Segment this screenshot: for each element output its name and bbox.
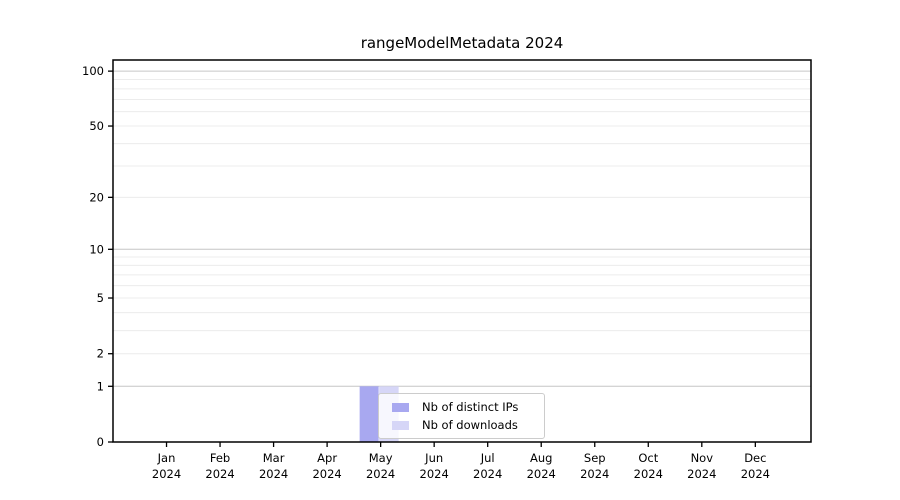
x-tick-label-year: 2024 (420, 467, 449, 481)
x-tick-label-month: Jun (424, 451, 443, 465)
y-tick-label: 10 (89, 242, 104, 256)
x-tick-label-year: 2024 (152, 467, 181, 481)
y-tick-label: 2 (97, 347, 104, 361)
x-tick-label-year: 2024 (366, 467, 395, 481)
x-tick-label-year: 2024 (312, 467, 341, 481)
chart-title: rangeModelMetadata 2024 (360, 34, 564, 52)
x-tick-label-year: 2024 (205, 467, 234, 481)
bar-nb-of-distinct-ips-may (359, 386, 379, 442)
x-tick-label-year: 2024 (473, 467, 502, 481)
legend: Nb of distinct IPs Nb of downloads (378, 393, 545, 439)
y-tick-label: 5 (97, 291, 104, 305)
y-tick-label: 100 (82, 64, 104, 78)
y-tick-label: 20 (89, 190, 104, 204)
x-tick-label-month: May (369, 451, 393, 465)
x-tick-label-month: Mar (263, 451, 285, 465)
x-tick-label-month: Dec (744, 451, 766, 465)
axis-spines (112, 59, 812, 443)
x-tick-label-month: Sep (584, 451, 606, 465)
x-tick-label-year: 2024 (741, 467, 770, 481)
legend-item-downloads: Nb of downloads (392, 417, 536, 433)
x-tick-label-month: Aug (530, 451, 552, 465)
x-tick-label-month: Apr (317, 451, 337, 465)
x-tick-label-month: Feb (210, 451, 230, 465)
legend-label-downloads: Nb of downloads (422, 418, 518, 432)
x-tick-label-month: Oct (638, 451, 658, 465)
x-tick-label-month: Jan (157, 451, 176, 465)
y-tick-label: 50 (89, 119, 104, 133)
legend-swatch-distinct-ips (392, 402, 409, 412)
legend-swatch-downloads (392, 420, 409, 430)
x-tick-label-month: Jul (480, 451, 495, 465)
x-tick-label-year: 2024 (634, 467, 663, 481)
x-tick-label-year: 2024 (580, 467, 609, 481)
legend-label-distinct-ips: Nb of distinct IPs (422, 400, 519, 414)
x-tick-label-year: 2024 (259, 467, 288, 481)
x-tick-label-year: 2024 (527, 467, 556, 481)
y-tick-label: 0 (97, 435, 104, 449)
x-tick-label-year: 2024 (687, 467, 716, 481)
x-tick-label-month: Nov (691, 451, 714, 465)
legend-item-distinct-ips: Nb of distinct IPs (392, 399, 536, 415)
y-tick-label: 1 (97, 379, 104, 393)
